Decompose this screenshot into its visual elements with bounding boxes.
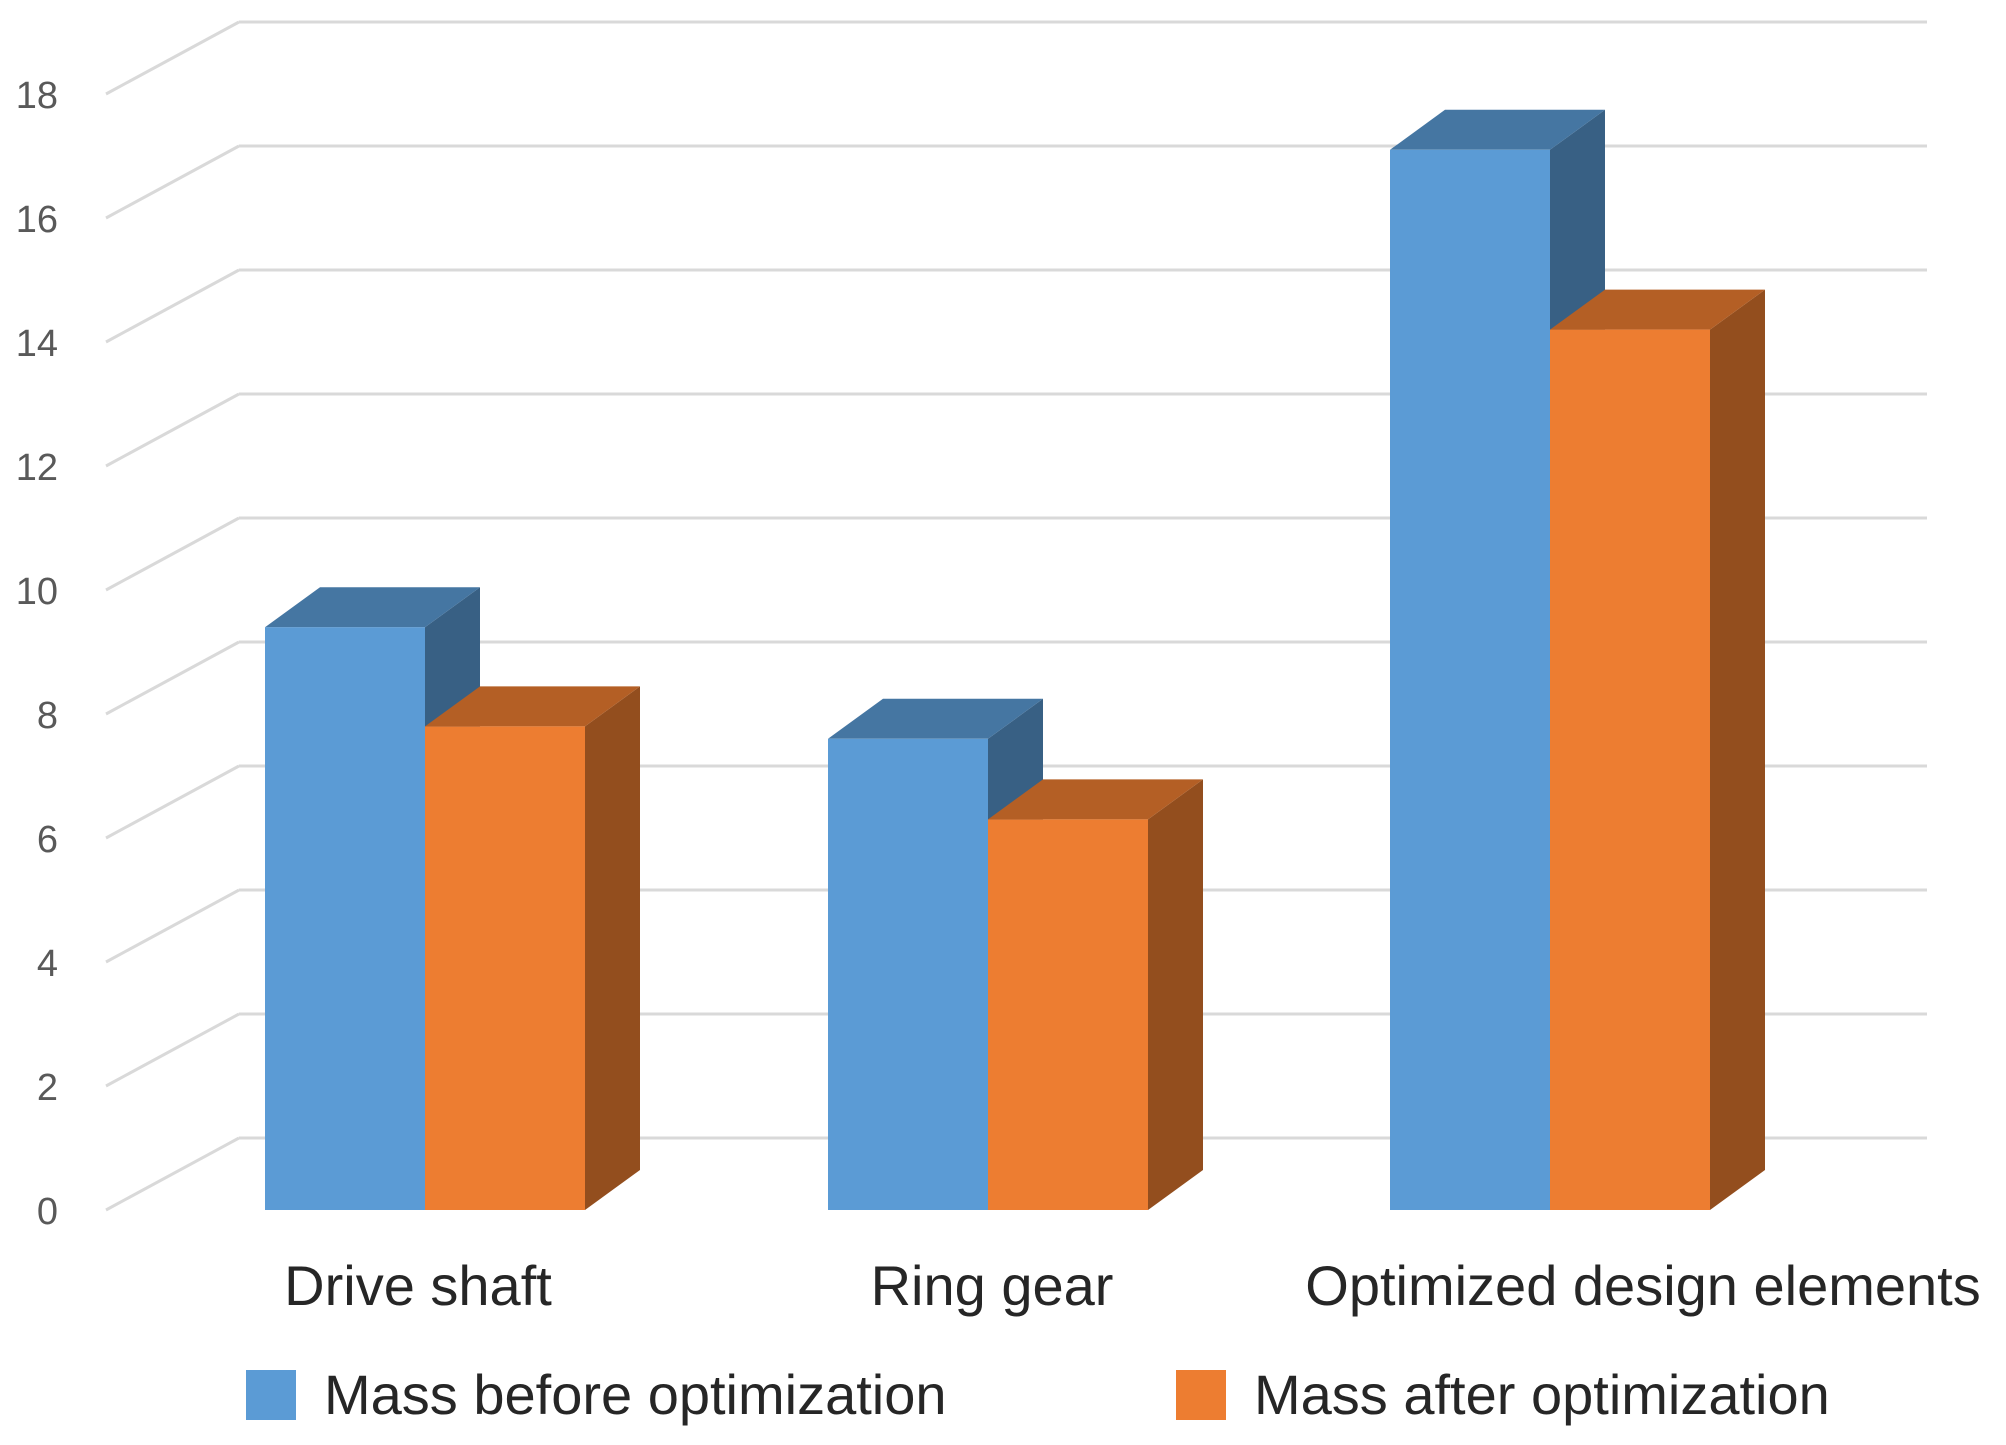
- y-axis-ticks: 0 2 4 6 8 10 12 14 16 18: [16, 75, 58, 1233]
- y-tick-label: 14: [16, 323, 58, 365]
- bar-top-face: [265, 587, 480, 628]
- bar-front-face: [1390, 149, 1550, 1210]
- legend-swatch: [246, 1370, 296, 1420]
- bar-top-face: [1390, 109, 1605, 150]
- gridline-diagonal: [105, 268, 240, 344]
- gridline-diagonal: [105, 640, 240, 716]
- x-category-label: Optimized design elements: [1305, 1254, 1980, 1317]
- y-tick-label: 10: [16, 571, 58, 613]
- gridline-diagonal: [105, 516, 240, 592]
- legend-item: Mass after optimization: [1176, 1363, 1830, 1426]
- legend: Mass before optimization Mass after optim…: [246, 1363, 1830, 1426]
- gridline-diagonal: [105, 1136, 240, 1212]
- gridline-diagonal: [105, 1012, 240, 1088]
- y-tick-label: 2: [37, 1067, 58, 1109]
- bar: [988, 779, 1203, 1210]
- legend-swatch: [1176, 1370, 1226, 1420]
- bar-side-face: [585, 686, 640, 1210]
- legend-label: Mass after optimization: [1254, 1363, 1830, 1426]
- y-tick-label: 0: [37, 1191, 58, 1233]
- bar-front-face: [988, 819, 1148, 1210]
- gridline-diagonal: [105, 20, 240, 96]
- legend-item: Mass before optimization: [246, 1363, 947, 1426]
- bar-top-face: [425, 686, 640, 727]
- bar-side-face: [1710, 289, 1765, 1211]
- x-axis-categories: Drive shaft Ring gear Optimized design ele…: [284, 1254, 1981, 1317]
- bar-front-face: [425, 726, 585, 1210]
- gridline-diagonal: [105, 392, 240, 468]
- y-tick-label: 6: [37, 819, 58, 861]
- gridline-diagonal: [105, 764, 240, 840]
- bars: [265, 109, 1765, 1211]
- bar: [425, 686, 640, 1210]
- y-tick-label: 4: [37, 943, 58, 985]
- y-tick-label: 18: [16, 75, 58, 117]
- bar-top-face: [828, 698, 1043, 739]
- bar-top-face: [988, 779, 1203, 820]
- bar-side-face: [1148, 779, 1203, 1210]
- legend-label: Mass before optimization: [324, 1363, 947, 1426]
- y-tick-label: 8: [37, 695, 58, 737]
- y-tick-label: 12: [16, 447, 58, 489]
- bar-front-face: [265, 627, 425, 1210]
- bar-top-face: [1550, 289, 1765, 330]
- gridline-diagonal: [105, 144, 240, 220]
- bar-front-face: [1550, 329, 1710, 1211]
- bar: [1550, 289, 1765, 1211]
- gridline-diagonal: [105, 888, 240, 964]
- x-category-label: Ring gear: [871, 1254, 1114, 1317]
- y-tick-label: 16: [16, 199, 58, 241]
- x-category-label: Drive shaft: [284, 1254, 552, 1317]
- bar-front-face: [828, 738, 988, 1210]
